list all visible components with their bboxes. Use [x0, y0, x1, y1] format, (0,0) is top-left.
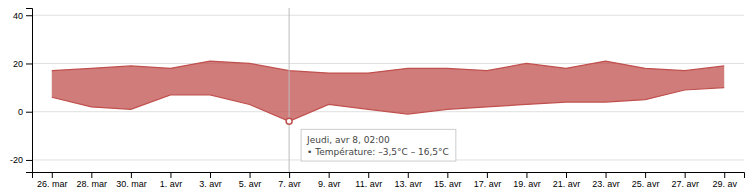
y-axis: -20 0 20 40 — [10, 9, 33, 173]
y-tick: 0 — [18, 107, 32, 117]
tooltip-text: Jeudi, avr 8, 02:00 • Température: –3,5°C… — [306, 135, 449, 157]
x-tick-mark — [210, 172, 211, 178]
x-tick-mark — [52, 172, 53, 178]
x-tick-label: 21. avr — [553, 179, 581, 189]
x-tick-label: 26. mar — [37, 179, 68, 189]
y-tick-mark — [26, 112, 32, 113]
tooltip-dot — [286, 118, 292, 124]
y-tick-mark — [26, 15, 32, 16]
y-tick-label: 0 — [18, 107, 23, 117]
x-tick-mark — [645, 172, 646, 178]
x-tick: 19. avr — [513, 172, 541, 189]
x-tick-mark — [329, 172, 330, 178]
marks — [52, 8, 724, 172]
x-tick-mark — [606, 172, 607, 178]
tooltip-line-text: Jeudi, avr 8, 02:00 — [306, 135, 390, 145]
x-tick: 9. avr — [318, 172, 341, 189]
x-tick-mark — [289, 172, 290, 178]
x-tick-mark — [91, 172, 92, 178]
x-axis: 26. mar 28. mar 30. mar 1. avr 3. avr 5. avr 7… — [33, 172, 745, 189]
x-tick: 7. avr — [278, 172, 301, 189]
x-tick-label: 9. avr — [318, 179, 341, 189]
x-tick-label: 19. avr — [513, 179, 541, 189]
x-tick-mark — [566, 172, 567, 178]
y-tick: -20 — [10, 155, 32, 165]
grid-line — [32, 15, 744, 16]
x-tick-label: 29. av — [712, 179, 737, 189]
x-tick-mark — [131, 172, 132, 178]
x-tick-mark — [408, 172, 409, 178]
x-tick: 25. avr — [632, 172, 660, 189]
y-tick-mark — [26, 160, 32, 161]
x-tick: 26. mar — [37, 172, 68, 189]
x-tick: 28. mar — [77, 172, 108, 189]
lower-line — [52, 88, 724, 122]
x-tick-label: 28. mar — [77, 179, 108, 189]
x-tick-label: 7. avr — [278, 179, 301, 189]
x-tick-label: 5. avr — [239, 179, 262, 189]
tooltip-line-text: • Température: –3,5°C – 16,5°C — [307, 147, 449, 157]
x-tick: 11. avr — [355, 172, 382, 189]
y-tick-label: -20 — [10, 155, 23, 165]
chart: -20 0 20 40 26. mar 28. mar 30. mar 1. avr 3. av… — [0, 0, 754, 194]
y-tick-mark — [26, 63, 32, 64]
tooltip-line — [289, 8, 290, 172]
x-tick-label: 23. avr — [592, 179, 620, 189]
x-tick: 21. avr — [553, 172, 581, 189]
x-tick-mark — [685, 172, 686, 178]
x-tick-mark — [724, 172, 725, 178]
range-area — [52, 61, 724, 121]
x-tick-label: 3. avr — [199, 179, 222, 189]
x-tick: 27. avr — [671, 172, 699, 189]
x-tick-label: 25. avr — [632, 179, 660, 189]
x-tick: 5. avr — [239, 172, 262, 189]
x-tick: 3. avr — [199, 172, 222, 189]
x-tick-label: 13. avr — [395, 179, 423, 189]
grid — [32, 15, 744, 160]
x-tick-mark — [368, 172, 369, 178]
y-tick-label: 40 — [13, 11, 23, 21]
x-tick-label: 1. avr — [160, 179, 183, 189]
x-tick-mark — [170, 172, 171, 178]
x-tick: 29. av — [712, 172, 737, 189]
x-tick-mark — [526, 172, 527, 178]
x-tick-mark — [250, 172, 251, 178]
x-tick-label: 11. avr — [355, 179, 382, 189]
y-axis-line — [26, 9, 33, 173]
x-tick: 17. avr — [474, 172, 502, 189]
x-tick-mark — [447, 172, 448, 178]
grid-line — [32, 63, 744, 64]
tooltip: Jeudi, avr 8, 02:00 • Température: –3,5°C… — [301, 129, 456, 161]
x-tick: 15. avr — [434, 172, 462, 189]
y-tick-label: 20 — [13, 59, 23, 69]
x-axis-line — [33, 173, 745, 179]
tooltip-box — [301, 129, 456, 161]
x-tick: 30. mar — [116, 172, 147, 189]
x-tick-label: 17. avr — [474, 179, 502, 189]
upper-line — [52, 61, 724, 73]
x-tick-label: 30. mar — [116, 179, 147, 189]
x-tick-label: 27. avr — [671, 179, 699, 189]
x-tick-mark — [487, 172, 488, 178]
x-tick: 1. avr — [160, 172, 183, 189]
x-tick: 23. avr — [592, 172, 620, 189]
y-tick: 20 — [13, 59, 32, 69]
plot: -20 0 20 40 26. mar 28. mar 30. mar 1. avr 3. av… — [10, 8, 745, 189]
x-tick: 13. avr — [395, 172, 423, 189]
y-tick: 40 — [13, 11, 32, 21]
x-tick-label: 15. avr — [434, 179, 462, 189]
